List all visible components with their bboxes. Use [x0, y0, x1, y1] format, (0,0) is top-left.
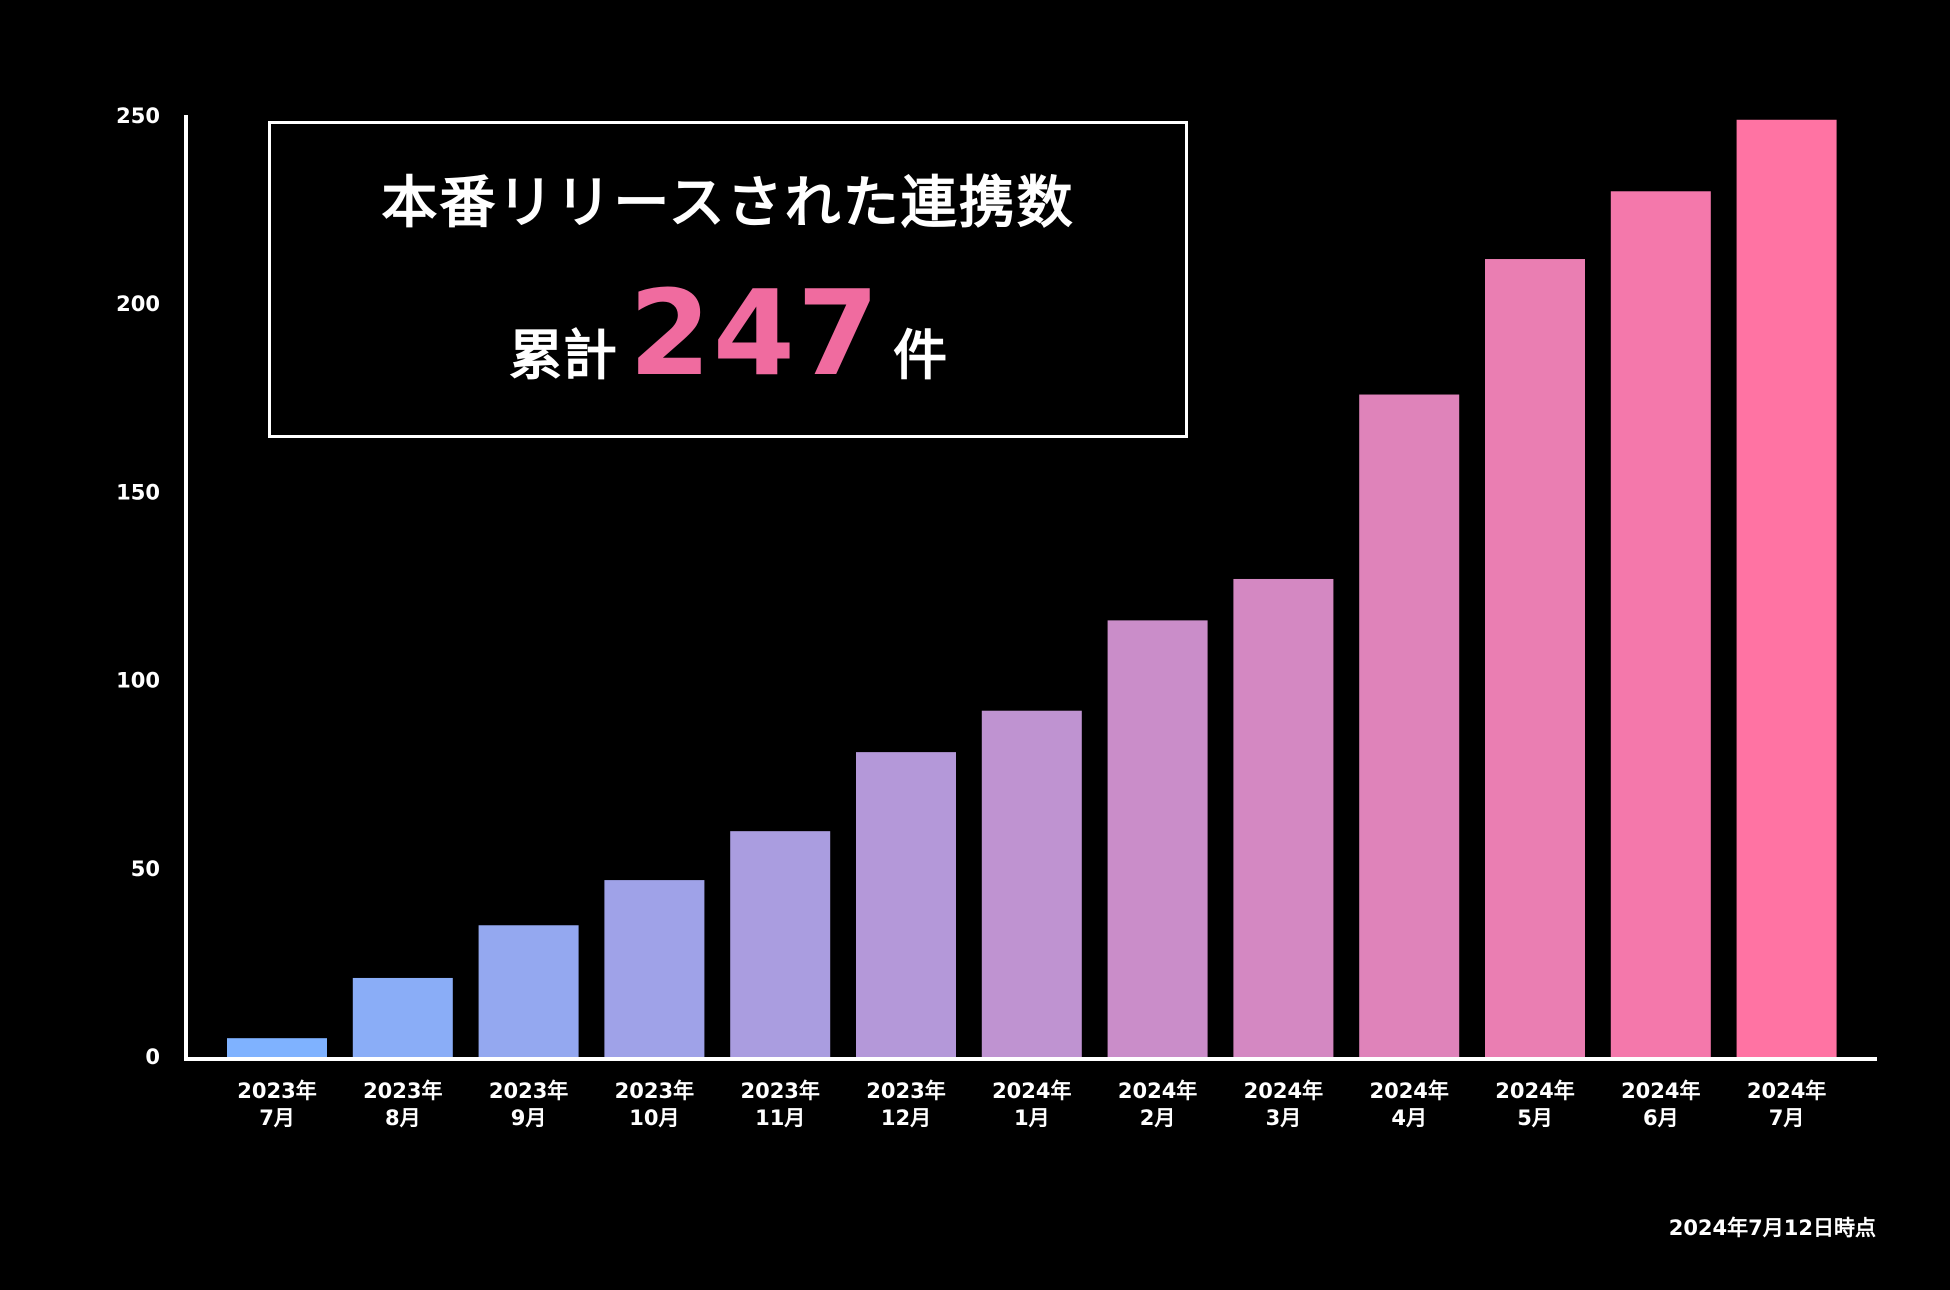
y-tick-label: 50	[131, 857, 160, 881]
x-tick-label: 12月	[881, 1106, 931, 1130]
chart-title: 本番リリースされた連携数	[381, 171, 1075, 236]
bar	[227, 1038, 327, 1057]
y-tick-label: 150	[116, 480, 160, 504]
bar	[856, 752, 956, 1057]
bar	[352, 977, 453, 1057]
x-tick-label: 4月	[1391, 1106, 1427, 1130]
bar	[1610, 191, 1711, 1057]
bar	[1233, 578, 1334, 1057]
total-suffix: 件	[893, 324, 948, 387]
x-tick-label: 8月	[385, 1106, 421, 1130]
x-tick-label: 2023年	[615, 1079, 694, 1103]
x-tick-label: 9月	[511, 1106, 547, 1130]
x-tick-label: 2023年	[740, 1079, 819, 1103]
x-tick-label: 3月	[1266, 1106, 1302, 1130]
y-axis-ticks: 0 50 100 150 200 250	[116, 104, 160, 1069]
x-tick-label: 6月	[1643, 1106, 1679, 1130]
total-summary: 累計 247 件	[271, 274, 1185, 392]
bars	[227, 119, 1837, 1058]
x-tick-label: 2024年	[1621, 1079, 1700, 1103]
y-tick-label: 0	[145, 1045, 160, 1069]
x-tick-label: 7月	[259, 1106, 295, 1130]
x-tick-label: 2023年	[489, 1079, 568, 1103]
x-tick-label: 2023年	[237, 1079, 316, 1103]
y-tick-label: 250	[116, 104, 160, 128]
x-tick-label: 2024年	[992, 1079, 1071, 1103]
bar	[604, 880, 705, 1057]
x-tick-label: 11月	[755, 1106, 805, 1130]
y-tick-label: 100	[116, 669, 160, 693]
bar	[1485, 259, 1585, 1058]
total-prefix: 累計	[508, 324, 617, 387]
x-tick-label: 2024年	[1118, 1079, 1197, 1103]
x-tick-label: 2023年	[866, 1079, 945, 1103]
x-tick-label: 10月	[629, 1106, 679, 1130]
as-of-date-note: 2024年7月12日時点	[1668, 1216, 1876, 1240]
x-tick-label: 2024年	[1495, 1079, 1574, 1103]
x-tick-label: 2024年	[1747, 1079, 1826, 1103]
x-tick-label: 2月	[1140, 1106, 1176, 1130]
x-axis-labels: 2023年 7月 2023年 8月 2023年 9月 2023年 10月 2023年 11月 202…	[237, 1079, 1826, 1130]
bar	[1107, 620, 1208, 1057]
x-tick-label: 1月	[1014, 1106, 1050, 1130]
bar	[981, 710, 1082, 1057]
bar	[1736, 119, 1837, 1058]
bar	[730, 831, 831, 1057]
bar	[1359, 394, 1460, 1057]
x-tick-label: 2024年	[1369, 1079, 1448, 1103]
summary-box: 本番リリースされた連携数 累計 247 件	[268, 121, 1188, 438]
x-tick-label: 2024年	[1244, 1079, 1323, 1103]
y-tick-label: 200	[116, 292, 160, 316]
bar	[478, 925, 579, 1057]
total-value: 247	[628, 264, 882, 402]
x-tick-label: 5月	[1517, 1106, 1553, 1130]
x-tick-label: 7月	[1769, 1106, 1805, 1130]
x-tick-label: 2023年	[363, 1079, 442, 1103]
